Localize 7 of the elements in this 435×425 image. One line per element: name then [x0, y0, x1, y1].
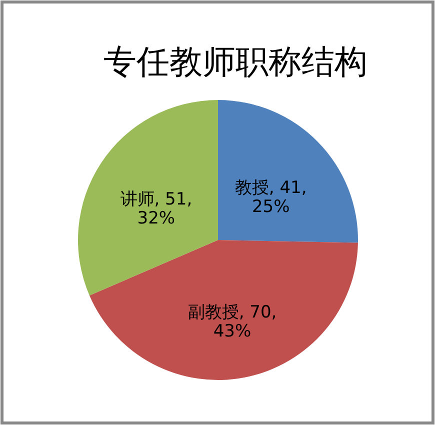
- pie-slice: [89, 240, 358, 380]
- pie-slice: [78, 100, 218, 296]
- slice-label: 副教授, 70, 43%: [188, 302, 277, 342]
- slice-label: 讲师, 51, 32%: [120, 189, 192, 228]
- pie-slice: [218, 100, 358, 243]
- chart-title: 专任教师职称结构: [104, 45, 368, 81]
- slice-label: 教授, 41, 25%: [234, 178, 307, 218]
